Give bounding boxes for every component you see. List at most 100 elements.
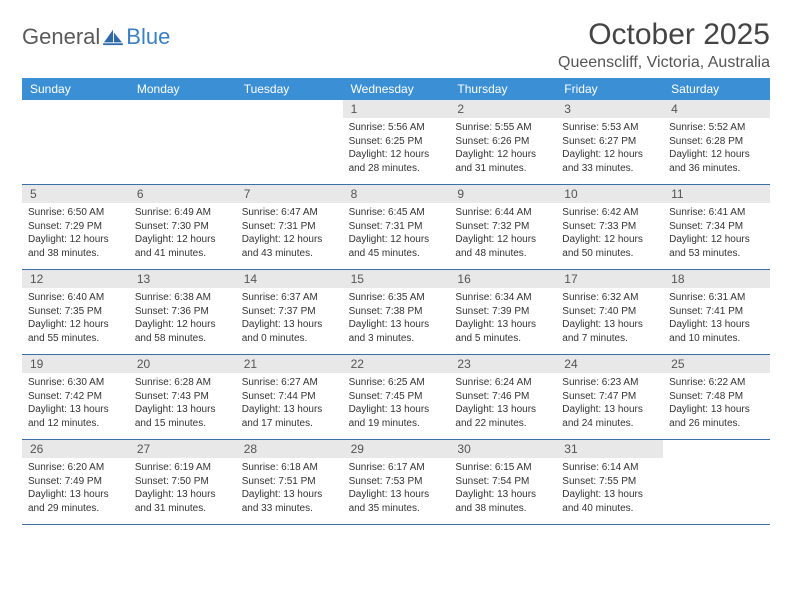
calendar-cell: 12Sunrise: 6:40 AMSunset: 7:35 PMDayligh… bbox=[22, 270, 129, 354]
day-number: 10 bbox=[556, 185, 663, 203]
day-info: Sunrise: 6:27 AMSunset: 7:44 PMDaylight:… bbox=[236, 373, 343, 434]
info-line: Sunrise: 5:55 AM bbox=[455, 121, 550, 135]
info-line: Daylight: 13 hours bbox=[669, 318, 764, 332]
info-line: and 26 minutes. bbox=[669, 417, 764, 431]
info-line: Daylight: 13 hours bbox=[455, 403, 550, 417]
day-number: 24 bbox=[556, 355, 663, 373]
info-line: Sunset: 7:40 PM bbox=[562, 305, 657, 319]
info-line: Daylight: 13 hours bbox=[669, 403, 764, 417]
calendar-cell: 7Sunrise: 6:47 AMSunset: 7:31 PMDaylight… bbox=[236, 185, 343, 269]
info-line: Sunrise: 6:30 AM bbox=[28, 376, 123, 390]
brand-text-2: Blue bbox=[126, 24, 170, 50]
day-number: 9 bbox=[449, 185, 556, 203]
info-line: and 45 minutes. bbox=[349, 247, 444, 261]
info-line: Sunset: 7:51 PM bbox=[242, 475, 337, 489]
info-line: Sunset: 6:26 PM bbox=[455, 135, 550, 149]
info-line: Sunrise: 6:14 AM bbox=[562, 461, 657, 475]
day-number: 1 bbox=[343, 100, 450, 118]
info-line: and 12 minutes. bbox=[28, 417, 123, 431]
info-line: Daylight: 13 hours bbox=[28, 403, 123, 417]
info-line: and 28 minutes. bbox=[349, 162, 444, 176]
day-info: Sunrise: 6:32 AMSunset: 7:40 PMDaylight:… bbox=[556, 288, 663, 349]
calendar-cell: 30Sunrise: 6:15 AMSunset: 7:54 PMDayligh… bbox=[449, 440, 556, 524]
day-number: 31 bbox=[556, 440, 663, 458]
day-info: Sunrise: 6:45 AMSunset: 7:31 PMDaylight:… bbox=[343, 203, 450, 264]
calendar-cell: 27Sunrise: 6:19 AMSunset: 7:50 PMDayligh… bbox=[129, 440, 236, 524]
info-line: Daylight: 12 hours bbox=[562, 233, 657, 247]
info-line: Sunset: 6:28 PM bbox=[669, 135, 764, 149]
calendar-cell: 24Sunrise: 6:23 AMSunset: 7:47 PMDayligh… bbox=[556, 355, 663, 439]
calendar-cell bbox=[22, 100, 129, 184]
calendar-grid: SundayMondayTuesdayWednesdayThursdayFrid… bbox=[22, 78, 770, 525]
info-line: Sunset: 7:38 PM bbox=[349, 305, 444, 319]
day-info: Sunrise: 6:30 AMSunset: 7:42 PMDaylight:… bbox=[22, 373, 129, 434]
calendar-cell: 20Sunrise: 6:28 AMSunset: 7:43 PMDayligh… bbox=[129, 355, 236, 439]
brand-logo: General Blue bbox=[22, 18, 170, 50]
weekday-label: Friday bbox=[556, 78, 663, 100]
info-line: and 24 minutes. bbox=[562, 417, 657, 431]
info-line: and 19 minutes. bbox=[349, 417, 444, 431]
info-line: Sunrise: 6:38 AM bbox=[135, 291, 230, 305]
info-line: Sunrise: 6:17 AM bbox=[349, 461, 444, 475]
info-line: Sunset: 7:32 PM bbox=[455, 220, 550, 234]
calendar-cell: 23Sunrise: 6:24 AMSunset: 7:46 PMDayligh… bbox=[449, 355, 556, 439]
day-info: Sunrise: 6:15 AMSunset: 7:54 PMDaylight:… bbox=[449, 458, 556, 519]
info-line: Sunrise: 6:40 AM bbox=[28, 291, 123, 305]
day-number: 25 bbox=[663, 355, 770, 373]
info-line: and 7 minutes. bbox=[562, 332, 657, 346]
info-line: Daylight: 12 hours bbox=[242, 233, 337, 247]
day-number: 8 bbox=[343, 185, 450, 203]
info-line: Daylight: 12 hours bbox=[135, 233, 230, 247]
calendar-cell: 6Sunrise: 6:49 AMSunset: 7:30 PMDaylight… bbox=[129, 185, 236, 269]
weekday-label: Monday bbox=[129, 78, 236, 100]
calendar-cell bbox=[236, 100, 343, 184]
info-line: Sunrise: 6:27 AM bbox=[242, 376, 337, 390]
info-line: and 10 minutes. bbox=[669, 332, 764, 346]
info-line: Daylight: 13 hours bbox=[28, 488, 123, 502]
day-info: Sunrise: 6:22 AMSunset: 7:48 PMDaylight:… bbox=[663, 373, 770, 434]
info-line: and 3 minutes. bbox=[349, 332, 444, 346]
calendar-cell: 16Sunrise: 6:34 AMSunset: 7:39 PMDayligh… bbox=[449, 270, 556, 354]
info-line: Daylight: 13 hours bbox=[349, 488, 444, 502]
day-info: Sunrise: 6:41 AMSunset: 7:34 PMDaylight:… bbox=[663, 203, 770, 264]
day-info: Sunrise: 5:53 AMSunset: 6:27 PMDaylight:… bbox=[556, 118, 663, 179]
calendar-cell bbox=[129, 100, 236, 184]
info-line: Sunset: 7:50 PM bbox=[135, 475, 230, 489]
info-line: Daylight: 12 hours bbox=[135, 318, 230, 332]
info-line: and 43 minutes. bbox=[242, 247, 337, 261]
weekday-label: Saturday bbox=[663, 78, 770, 100]
info-line: Sunset: 7:37 PM bbox=[242, 305, 337, 319]
info-line: Sunrise: 6:18 AM bbox=[242, 461, 337, 475]
info-line: Sunrise: 6:50 AM bbox=[28, 206, 123, 220]
day-number: 7 bbox=[236, 185, 343, 203]
calendar-cell: 22Sunrise: 6:25 AMSunset: 7:45 PMDayligh… bbox=[343, 355, 450, 439]
day-info: Sunrise: 6:38 AMSunset: 7:36 PMDaylight:… bbox=[129, 288, 236, 349]
day-number: 6 bbox=[129, 185, 236, 203]
info-line: Daylight: 12 hours bbox=[669, 233, 764, 247]
day-info: Sunrise: 6:14 AMSunset: 7:55 PMDaylight:… bbox=[556, 458, 663, 519]
info-line: Daylight: 13 hours bbox=[242, 403, 337, 417]
info-line: Sunset: 7:36 PM bbox=[135, 305, 230, 319]
info-line: and 50 minutes. bbox=[562, 247, 657, 261]
calendar-cell: 21Sunrise: 6:27 AMSunset: 7:44 PMDayligh… bbox=[236, 355, 343, 439]
day-info: Sunrise: 6:24 AMSunset: 7:46 PMDaylight:… bbox=[449, 373, 556, 434]
info-line: and 17 minutes. bbox=[242, 417, 337, 431]
info-line: and 31 minutes. bbox=[135, 502, 230, 516]
calendar-cell: 3Sunrise: 5:53 AMSunset: 6:27 PMDaylight… bbox=[556, 100, 663, 184]
info-line: Daylight: 12 hours bbox=[455, 148, 550, 162]
info-line: and 29 minutes. bbox=[28, 502, 123, 516]
info-line: Sunset: 7:35 PM bbox=[28, 305, 123, 319]
day-number bbox=[22, 100, 129, 118]
info-line: Sunset: 7:54 PM bbox=[455, 475, 550, 489]
day-number: 21 bbox=[236, 355, 343, 373]
info-line: and 41 minutes. bbox=[135, 247, 230, 261]
info-line: and 36 minutes. bbox=[669, 162, 764, 176]
info-line: Daylight: 12 hours bbox=[562, 148, 657, 162]
calendar-week: 26Sunrise: 6:20 AMSunset: 7:49 PMDayligh… bbox=[22, 440, 770, 525]
day-info: Sunrise: 6:40 AMSunset: 7:35 PMDaylight:… bbox=[22, 288, 129, 349]
info-line: Sunrise: 6:44 AM bbox=[455, 206, 550, 220]
day-number: 20 bbox=[129, 355, 236, 373]
calendar-cell bbox=[663, 440, 770, 524]
info-line: Sunrise: 5:56 AM bbox=[349, 121, 444, 135]
info-line: Daylight: 12 hours bbox=[455, 233, 550, 247]
